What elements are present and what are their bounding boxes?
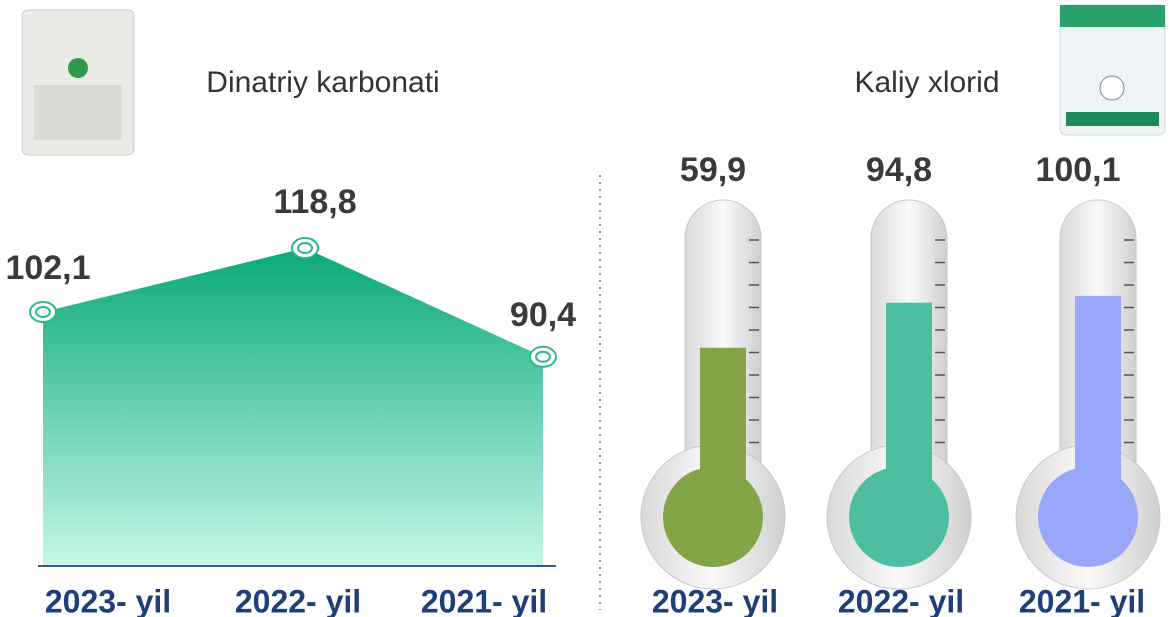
point-marker — [530, 347, 556, 367]
thermometer-fill — [1075, 296, 1121, 490]
value-label: 59,9 — [680, 151, 746, 189]
chart-title: Dinatriy karbonati — [206, 66, 439, 99]
thermometer-bulb — [663, 467, 763, 567]
chart-title: Kaliy xlorid — [854, 66, 999, 99]
value-label: 102,1 — [5, 249, 90, 287]
thermometer — [827, 200, 971, 589]
point-marker — [30, 302, 56, 322]
x-category-label: 2022- yil — [838, 583, 964, 617]
thermometer-bulb — [1038, 467, 1138, 567]
point-marker — [292, 238, 318, 258]
x-category-label: 2023- yil — [45, 583, 171, 617]
x-category-label: 2021- yil — [1019, 583, 1145, 617]
area — [43, 248, 543, 565]
thermometer — [641, 200, 785, 589]
value-label: 90,4 — [510, 296, 576, 334]
thermometer-fill — [886, 303, 932, 490]
product-image — [1060, 5, 1165, 135]
thermometer — [1016, 200, 1160, 589]
infographic: Dinatriy karbonati Kaliy xlorid 102,1 202… — [0, 0, 1175, 617]
value-label: 100,1 — [1035, 151, 1120, 189]
x-category-label: 2021- yil — [421, 583, 547, 617]
value-label: 94,8 — [866, 151, 932, 189]
x-category-label: 2023- yil — [652, 583, 778, 617]
thermometer-bulb — [849, 467, 949, 567]
product-image — [22, 10, 134, 155]
x-category-label: 2022- yil — [235, 583, 361, 617]
value-label: 118,8 — [273, 183, 356, 221]
